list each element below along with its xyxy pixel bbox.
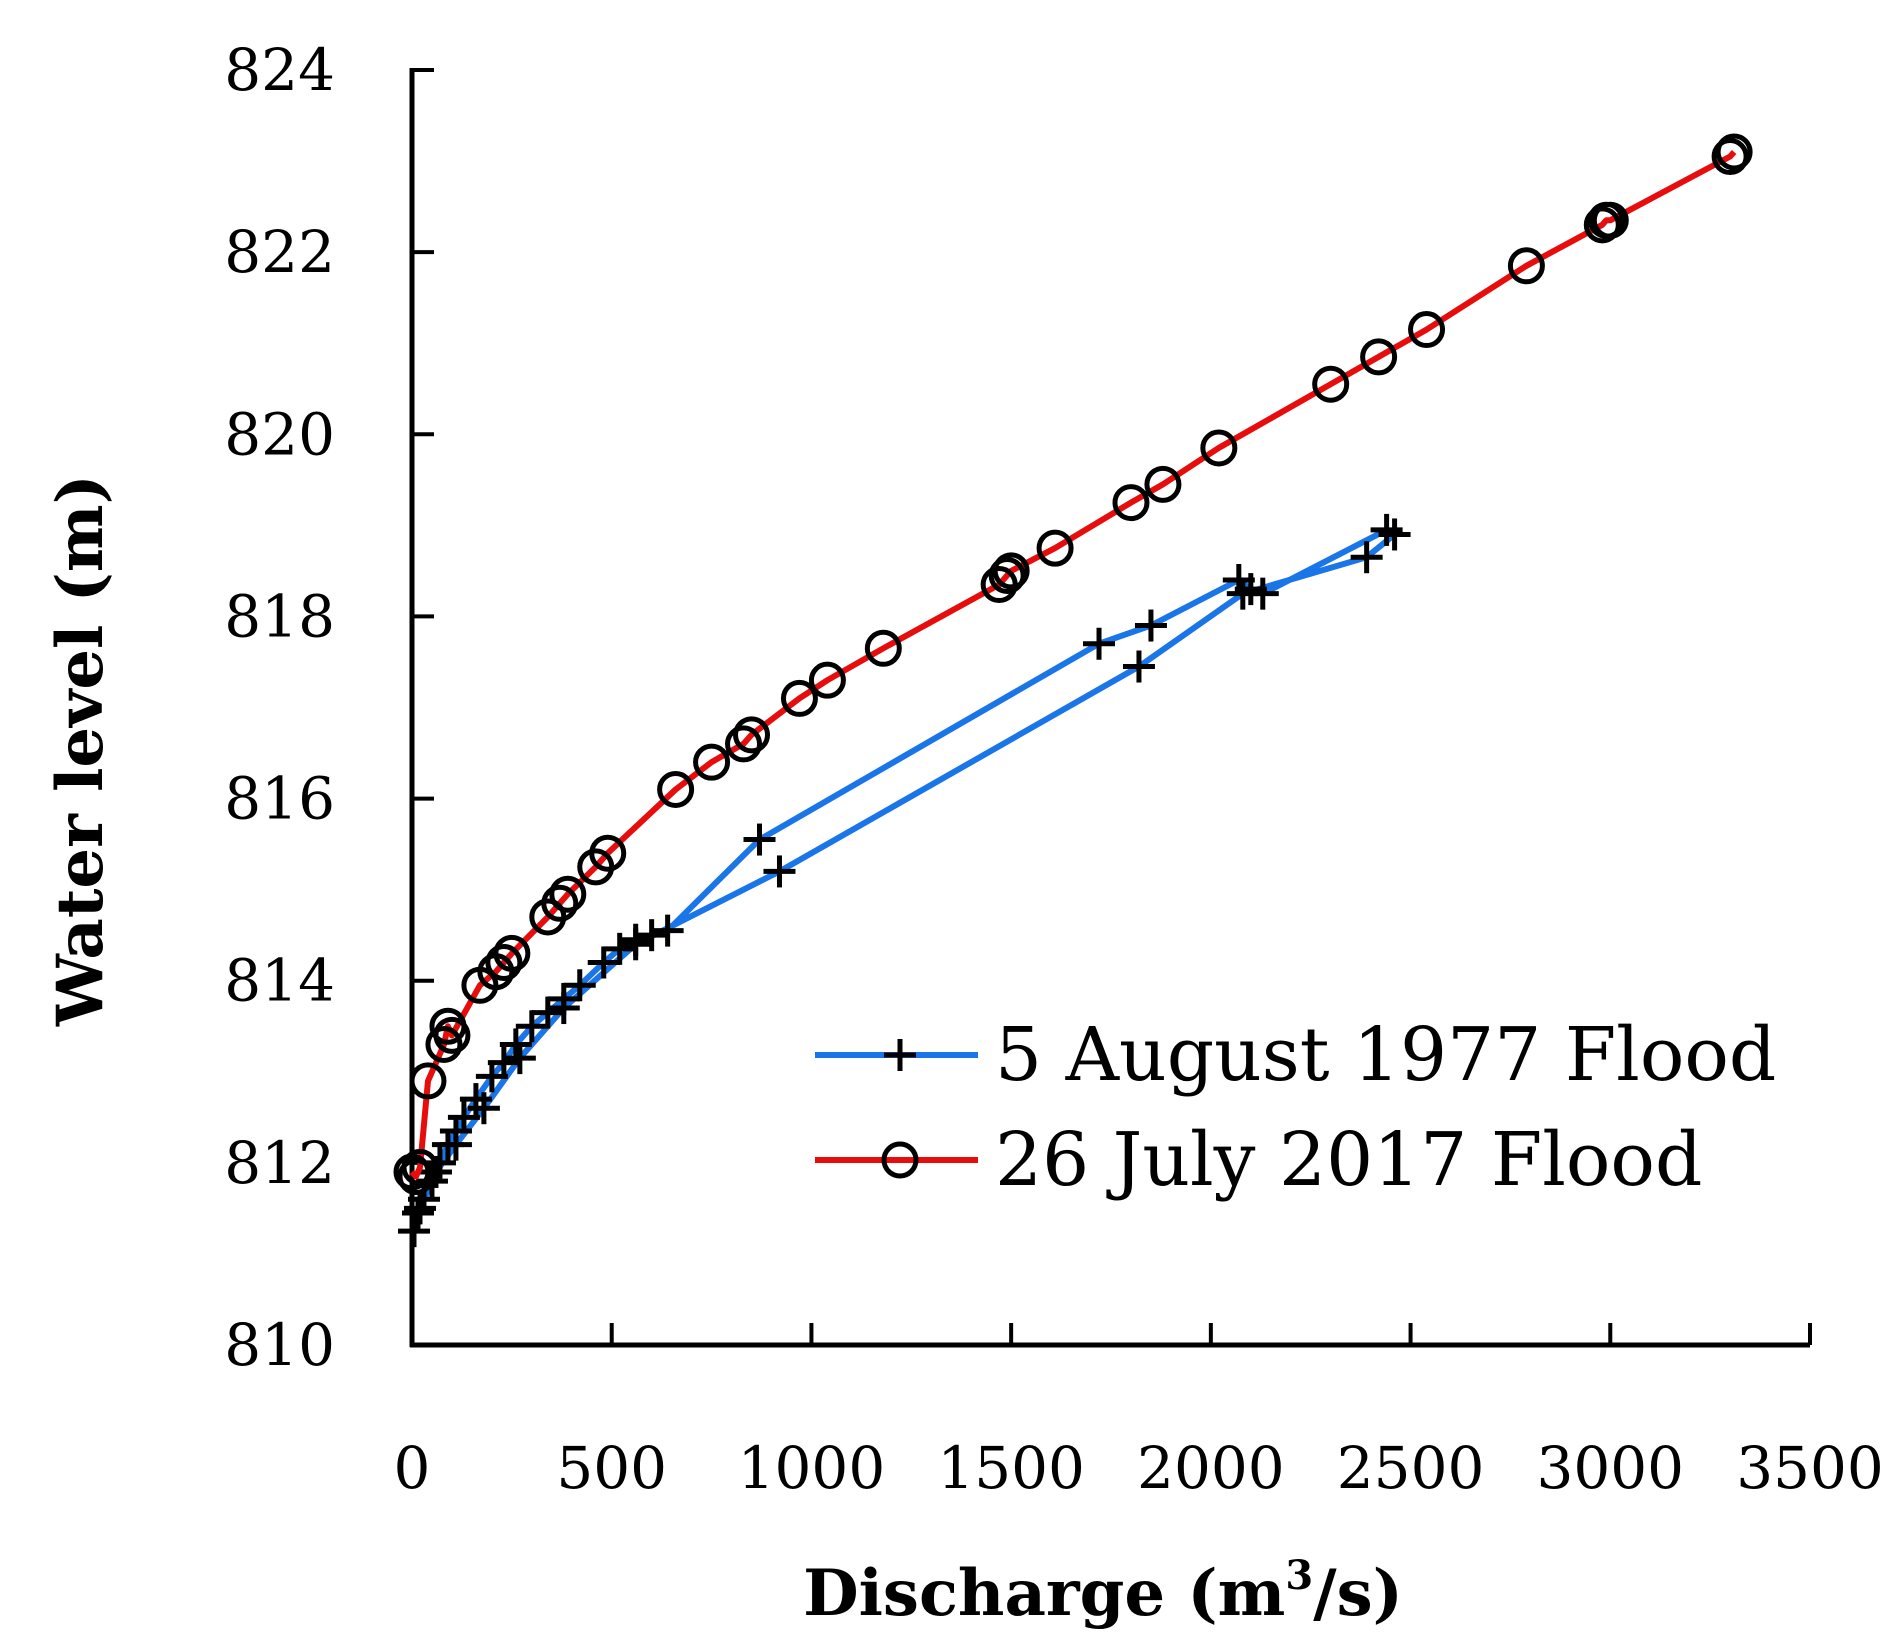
data-point-plus: [1134, 609, 1167, 642]
data-point-plus: [467, 1092, 500, 1125]
data-point-plus: [1378, 518, 1411, 551]
data-point-circle: [1408, 311, 1446, 349]
data-point-circle: [541, 884, 579, 922]
data-point-plus: [1083, 627, 1116, 660]
data-point-plus: [884, 1039, 916, 1071]
data-point-circle: [1144, 465, 1182, 503]
y-tick-label: 812: [224, 1129, 335, 1197]
data-point-plus: [397, 1215, 430, 1248]
tick-labels: 810 812 814 816 818 820 822 824 0 500 1000 1500 2000…: [224, 36, 1884, 1502]
data-point-plus: [563, 969, 596, 1002]
data-point-circle: [1360, 338, 1398, 376]
data-point-circle: [1711, 138, 1749, 176]
x-axis-title: Discharge (m3/s): [803, 1552, 1403, 1631]
y-tick-label: 814: [224, 947, 335, 1015]
data-point-plus: [503, 1042, 536, 1075]
data-point-plus: [1370, 513, 1403, 546]
x-axis-title-superscript: 3: [1285, 1552, 1313, 1599]
legend-label-2017: 26 July 2017 Flood: [995, 1117, 1702, 1203]
y-axis-title: Water level (m): [43, 474, 118, 1027]
y-tick-label: 822: [224, 218, 335, 286]
data-point-circle: [549, 875, 587, 913]
data-point-plus: [487, 1046, 520, 1079]
data-point-circle: [733, 716, 771, 754]
y-tick-label: 818: [224, 582, 335, 650]
data-point-plus: [1350, 541, 1383, 574]
data-point-circle: [1312, 365, 1350, 403]
x-tick-label: 2500: [1337, 1434, 1485, 1502]
y-tick-label: 824: [224, 36, 335, 104]
x-tick-label: 2000: [1137, 1434, 1285, 1502]
data-point-plus: [619, 928, 652, 961]
data-point-plus: [743, 823, 776, 856]
x-tick-label: 3500: [1736, 1434, 1884, 1502]
data-point-circle: [881, 1141, 919, 1179]
data-point-circle: [401, 1148, 439, 1186]
data-point-circle: [725, 725, 763, 763]
x-axis-title-prefix: Discharge (m: [803, 1556, 1285, 1631]
data-point-circle: [1036, 529, 1074, 567]
x-tick-label: 1000: [738, 1434, 886, 1502]
data-point-plus: [547, 992, 580, 1025]
data-point-plus: [403, 1192, 436, 1225]
data-point-circle: [433, 1016, 471, 1054]
legend-label-1977: 5 August 1977 Flood: [995, 1012, 1776, 1098]
x-tick-label: 500: [556, 1434, 667, 1502]
data-point-circle: [780, 679, 818, 717]
data-point-plus: [1122, 650, 1155, 683]
data-point-plus: [531, 996, 564, 1029]
legend-marker-plus: [884, 1039, 916, 1071]
data-point-circle: [988, 556, 1026, 594]
data-point-circle: [409, 1062, 447, 1100]
data-point-circle: [1112, 484, 1150, 522]
y-tick-label: 810: [224, 1311, 335, 1379]
legend-marker-circle: [881, 1141, 919, 1179]
x-axis-title-suffix: /s): [1313, 1556, 1403, 1631]
data-point-circle: [693, 743, 731, 781]
series-group: [393, 133, 1753, 1248]
data-point-circle: [864, 629, 902, 667]
data-point-circle: [1200, 429, 1238, 467]
data-point-circle: [589, 834, 627, 872]
x-tick-label: 3000: [1536, 1434, 1684, 1502]
data-point-plus: [447, 1101, 480, 1134]
x-tick-label: 1500: [937, 1434, 1085, 1502]
legend-entry-1977: 5 August 1977 Flood: [815, 1012, 1776, 1098]
legend: 5 August 1977 Flood 26 July 2017 Flood: [815, 1012, 1776, 1203]
axes: [409, 68, 1812, 1348]
data-point-circle: [1715, 133, 1753, 171]
data-point-circle: [425, 1025, 463, 1063]
y-tick-label: 816: [224, 765, 335, 833]
data-point-circle: [1591, 201, 1629, 239]
data-point-circle: [657, 770, 695, 808]
x-tick-label: 0: [394, 1434, 431, 1502]
data-point-plus: [439, 1128, 472, 1161]
data-point-plus: [515, 1010, 548, 1043]
data-point-plus: [587, 946, 620, 979]
series-1977: [397, 513, 1411, 1248]
data-point-plus: [651, 914, 684, 947]
data-point-plus: [499, 1028, 532, 1061]
legend-entry-2017: 26 July 2017 Flood: [815, 1117, 1702, 1203]
y-tick-label: 820: [224, 400, 335, 468]
data-point-circle: [1507, 247, 1545, 285]
data-point-plus: [763, 855, 796, 888]
data-point-circle: [493, 934, 531, 972]
data-point-circle: [485, 944, 523, 981]
data-point-circle: [992, 552, 1030, 590]
series-2017: [393, 133, 1753, 1196]
data-point-plus: [1226, 577, 1259, 610]
data-point-circle: [808, 661, 846, 699]
